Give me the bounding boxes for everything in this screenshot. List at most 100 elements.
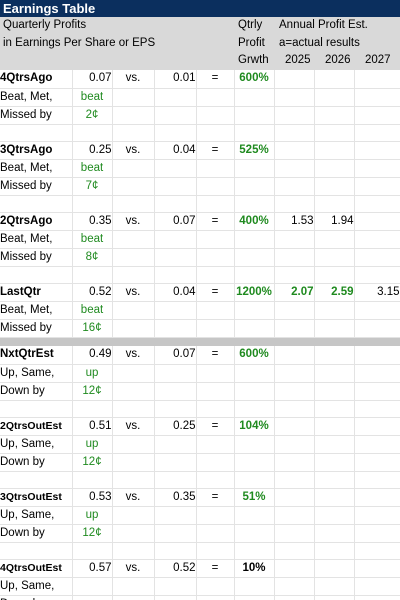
table-row: Missed by 2¢: [0, 106, 400, 125]
sub-label: Up, Same,: [0, 506, 73, 525]
empty-cell: [196, 266, 235, 284]
empty-cell: [234, 177, 275, 196]
annual-estimate-3: [354, 212, 400, 231]
empty-cell: [112, 595, 155, 600]
sub-label: Missed by: [0, 248, 73, 267]
year-header-3: 2027: [365, 54, 391, 66]
empty-cell: [354, 319, 400, 338]
section-separator: [0, 337, 400, 346]
empty-cell: [354, 124, 400, 142]
empty-cell: [354, 471, 400, 489]
empty-cell: [196, 542, 235, 560]
empty-cell: [234, 382, 275, 401]
annual-estimate-3: [354, 346, 400, 365]
empty-cell: [154, 159, 197, 178]
table-row: Down by: [0, 595, 400, 600]
outcome-amount: 12¢: [72, 453, 113, 472]
row-label: NxtQtrEst: [0, 346, 73, 365]
year-header-2: 2026: [325, 54, 351, 66]
empty-cell: [314, 364, 355, 383]
empty-cell: [314, 266, 355, 284]
header-line-2: in Earnings Per Share or EPS: [3, 37, 156, 49]
empty-cell: [112, 382, 155, 401]
growth-value: 600%: [234, 346, 275, 365]
empty-cell: [196, 400, 235, 418]
vs-label: vs.: [112, 212, 155, 231]
qtrly-header-1: Qtrly: [238, 19, 263, 31]
empty-cell: [234, 453, 275, 472]
row-label: 2QtrsOutEst: [0, 417, 73, 436]
table-row: 2QtrsAgo 0.35 vs. 0.07 = 400% 1.53 1.94: [0, 212, 400, 231]
empty-cell: [314, 301, 355, 320]
empty-cell: [112, 506, 155, 525]
annual-estimate-1: [274, 346, 315, 365]
vs-label: vs.: [112, 346, 155, 365]
vs-label: vs.: [112, 417, 155, 436]
empty-cell: [154, 230, 197, 249]
table-row: 4QtrsAgo 0.07 vs. 0.01 = 600%: [0, 70, 400, 89]
prior-eps-value: 0.04: [154, 283, 197, 302]
empty-cell: [354, 577, 400, 596]
outcome-value: beat: [72, 230, 113, 249]
empty-cell: [274, 230, 315, 249]
prior-eps-value: 0.25: [154, 417, 197, 436]
empty-cell: [112, 400, 155, 418]
sub-label: Beat, Met,: [0, 159, 73, 178]
annual-estimate-2: 2.59: [314, 283, 355, 302]
empty-cell: [314, 382, 355, 401]
empty-cell: [112, 159, 155, 178]
sub-label: Down by: [0, 382, 73, 401]
outcome-value: beat: [72, 88, 113, 107]
empty-cell: [72, 400, 113, 418]
empty-cell: [112, 106, 155, 125]
eps-value: 0.35: [72, 212, 113, 231]
empty-cell: [72, 471, 113, 489]
annual-header-1: Annual Profit Est.: [279, 19, 368, 31]
equals-sign: =: [196, 141, 235, 160]
empty-cell: [354, 506, 400, 525]
annual-estimate-3: [354, 559, 400, 578]
empty-cell: [112, 230, 155, 249]
empty-cell: [112, 177, 155, 196]
annual-estimate-1: [274, 70, 315, 89]
empty-cell: [154, 524, 197, 543]
table-row: Up, Same, up: [0, 506, 400, 525]
empty-cell: [72, 266, 113, 284]
empty-cell: [112, 266, 155, 284]
empty-cell: [154, 595, 197, 600]
spacer-row: [0, 400, 400, 418]
growth-value: 51%: [234, 488, 275, 507]
spacer-row: [0, 266, 400, 284]
empty-cell: [274, 382, 315, 401]
row-label: 3QtrsOutEst: [0, 488, 73, 507]
empty-cell: [314, 506, 355, 525]
empty-cell: [274, 195, 315, 213]
empty-cell: [154, 248, 197, 267]
empty-cell: [112, 435, 155, 454]
table-row: Down by 12¢: [0, 524, 400, 543]
empty-cell: [196, 453, 235, 472]
table-row: Beat, Met, beat: [0, 159, 400, 178]
empty-cell: [234, 364, 275, 383]
outcome-value: up: [72, 506, 113, 525]
annual-estimate-2: [314, 346, 355, 365]
empty-cell: [154, 88, 197, 107]
empty-cell: [0, 471, 73, 489]
empty-cell: [154, 382, 197, 401]
empty-cell: [72, 542, 113, 560]
empty-cell: [154, 435, 197, 454]
empty-cell: [354, 524, 400, 543]
row-label: 2QtrsAgo: [0, 212, 73, 231]
empty-cell: [196, 471, 235, 489]
empty-cell: [112, 88, 155, 107]
empty-cell: [314, 88, 355, 107]
empty-cell: [274, 595, 315, 600]
qtrly-header-2: Profit: [238, 37, 265, 49]
empty-cell: [354, 266, 400, 284]
eps-value: 0.25: [72, 141, 113, 160]
table-row: Missed by 7¢: [0, 177, 400, 196]
empty-cell: [354, 248, 400, 267]
empty-cell: [196, 106, 235, 125]
sub-label: Missed by: [0, 106, 73, 125]
